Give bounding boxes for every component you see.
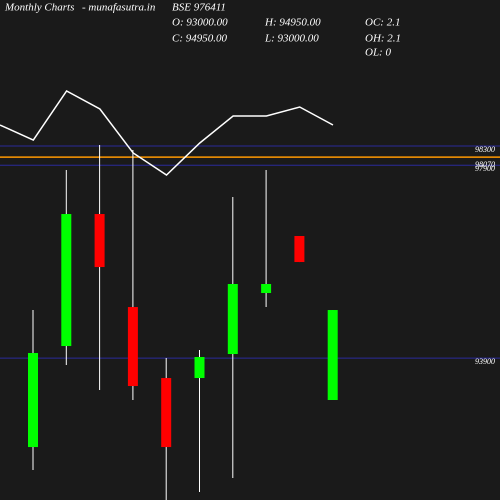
candle-body: [227, 284, 238, 355]
candle-body: [61, 214, 72, 347]
stat-low: L: 93000.00: [264, 33, 319, 45]
symbol: BSE 976411: [172, 2, 226, 14]
candle-body: [161, 378, 172, 448]
candle-body: [327, 310, 338, 400]
candle-body: [28, 353, 38, 448]
candle-body: [261, 284, 272, 294]
candle-body: [94, 214, 105, 268]
y-tick-label: 98300: [475, 145, 495, 154]
stat-oc: OC: 2.1: [365, 17, 400, 29]
y-tick-label: 97900: [475, 164, 495, 173]
stat-close: C: 94950.00: [172, 33, 228, 45]
stat-oh: OH: 2.1: [365, 33, 401, 45]
candle-body: [294, 236, 305, 263]
candle-body: [127, 307, 138, 387]
stat-high: H: 94950.00: [264, 17, 321, 29]
stat-ol: OL: 0: [365, 47, 391, 59]
stat-open: O: 93000.00: [172, 17, 228, 29]
source: - munafasutra.in: [82, 2, 156, 14]
chart-title: Monthly Charts: [4, 2, 74, 14]
overlay-line: [0, 90, 334, 176]
y-tick-label: 93900: [475, 357, 495, 366]
level-label: 98070: [475, 160, 495, 169]
candle-body: [194, 357, 205, 379]
